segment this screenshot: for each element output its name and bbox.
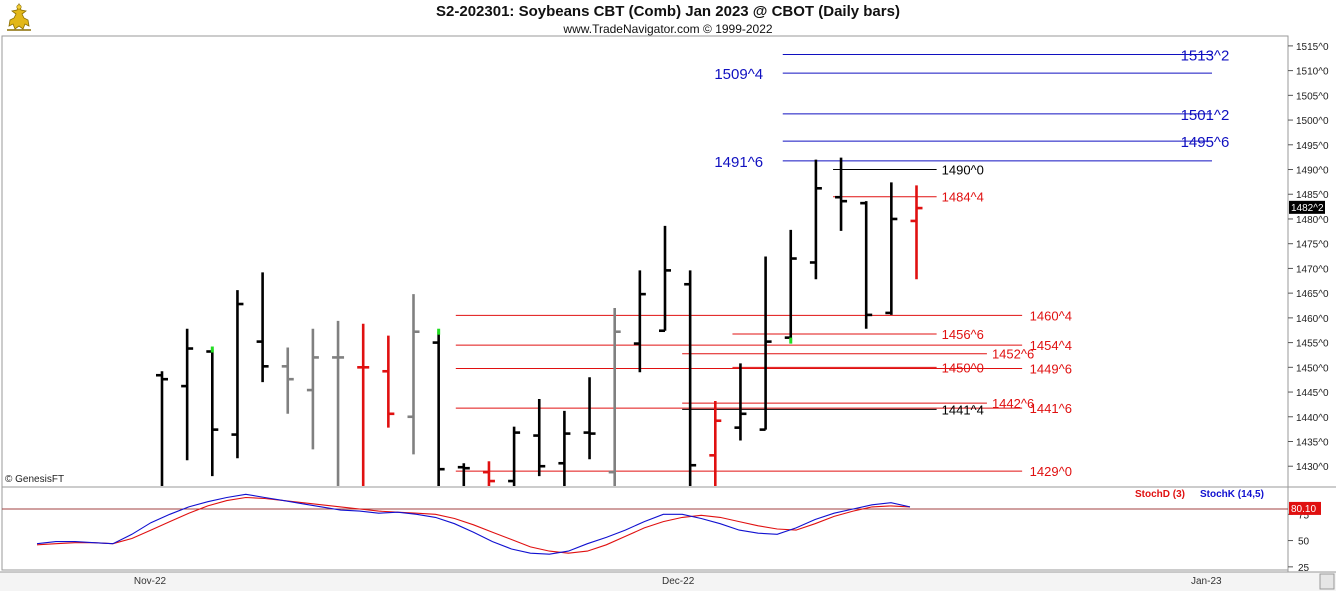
level-label: 1450^0 [942, 360, 984, 375]
chart-title: S2-202301: Soybeans CBT (Comb) Jan 2023 … [436, 3, 900, 20]
stochk-line [36, 493, 911, 555]
price-tick-label: 1505^0 [1296, 91, 1329, 102]
price-tick-label: 1480^0 [1296, 215, 1329, 226]
level-label: 1441^6 [1030, 401, 1072, 416]
stoch-tick-label: 50 [1298, 537, 1310, 548]
last-price-badge [1289, 200, 1325, 214]
stochd-line [36, 496, 911, 554]
last-price-label: 1482^2 [1291, 203, 1324, 214]
price-tick-label: 1490^0 [1296, 166, 1329, 177]
level-label: 1491^6 [714, 154, 763, 171]
price-tick-label: 1515^0 [1296, 42, 1329, 53]
level-label: 1495^6 [1181, 134, 1230, 151]
stoch-tick-label: 25 [1298, 563, 1310, 574]
level-label: 1442^6 [992, 396, 1034, 411]
level-label: 1490^0 [942, 163, 984, 178]
scroll-right-button [1319, 573, 1335, 590]
level-label: 1509^4 [714, 66, 763, 83]
price-tick-label: 1465^0 [1296, 289, 1329, 300]
price-tick-label: 1485^0 [1296, 190, 1329, 201]
date-tick-label: Nov-22 [134, 576, 167, 587]
price-axis-bg [1289, 36, 1336, 486]
stochastic-panel: 75 50 25 80.10 [2, 493, 1321, 574]
ohlc-bars [156, 157, 923, 486]
level-label: 1456^6 [942, 327, 984, 342]
price-tick-label: 1495^0 [1296, 141, 1329, 152]
chart-subtitle: www.TradeNavigator.com © 1999-2022 [563, 22, 773, 36]
navigator-figure-icon[interactable] [4, 2, 34, 32]
level-label: 1449^6 [1030, 362, 1072, 377]
level-label: 1454^4 [1030, 338, 1072, 353]
price-tick-label: 1455^0 [1296, 339, 1329, 350]
price-levels: 1513^2 1509^4 1501^2 1495^6 1491^6 1490^0 1484… [455, 48, 1230, 479]
chart-frame: Nov-22 Dec-22 Jan-23 [0, 35, 1336, 591]
date-tick-label: Dec-22 [662, 576, 695, 587]
price-tick-label: 1435^0 [1296, 437, 1329, 448]
stoch-tick-label: 75 [1298, 510, 1310, 521]
stochk-legend: StochK (14,5) [1200, 489, 1264, 500]
level-label: 1429^0 [1030, 464, 1072, 479]
level-label: 1513^2 [1181, 48, 1230, 65]
stoch-last-label: 80.10 [1291, 504, 1316, 515]
plot-border [1, 35, 1289, 571]
price-tick-label: 1500^0 [1296, 116, 1329, 127]
price-tick-label: 1460^0 [1296, 314, 1329, 325]
stochd-legend: StochD (3) [1135, 489, 1185, 500]
price-tick-label: 1470^0 [1296, 264, 1329, 275]
watermark-text: © GenesisFT [5, 474, 65, 485]
price-tick-label: 1440^0 [1296, 413, 1329, 424]
date-tick-label: Jan-23 [1191, 576, 1222, 587]
level-label: 1484^4 [942, 190, 984, 205]
date-axis-strip [0, 572, 1336, 591]
price-tick-label: 1510^0 [1296, 67, 1329, 78]
price-tick-label: 1450^0 [1296, 363, 1329, 374]
price-tick-label: 1475^0 [1296, 240, 1329, 251]
level-label: 1452^6 [992, 347, 1034, 362]
level-label: 1460^4 [1030, 308, 1072, 323]
price-axis: 1515^0 1510^0 1505^0 1500^0 1495^0 1490^0 1485… [1288, 36, 1336, 486]
price-tick-label: 1430^0 [1296, 462, 1329, 473]
price-tick-label: 1445^0 [1296, 388, 1329, 399]
stoch-last-badge [1289, 501, 1321, 515]
level-label: 1501^2 [1181, 107, 1230, 124]
level-label: 1441^4 [942, 402, 984, 417]
